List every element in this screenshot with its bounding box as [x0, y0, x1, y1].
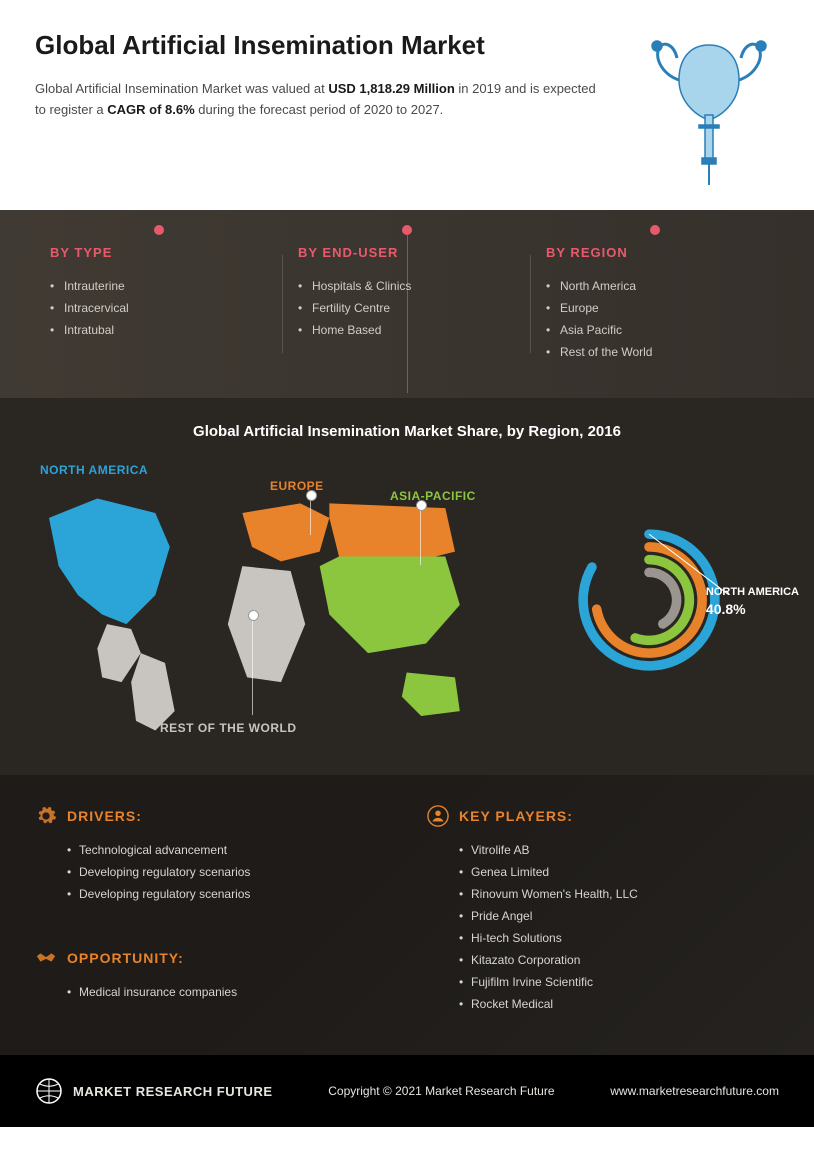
donut-highlight-label: NORTH AMERICA 40.8% — [706, 586, 799, 617]
block-title: KEY PLAYERS: — [427, 805, 779, 827]
list-item: Home Based — [298, 319, 516, 341]
drivers-block: DRIVERS: Technological advancement Devel… — [35, 805, 387, 917]
segment-type: BY TYPE Intrauterine Intracervical Intra… — [35, 245, 283, 363]
list-item: Fertility Centre — [298, 297, 516, 319]
donut-region-name: NORTH AMERICA — [706, 586, 799, 598]
list-item: Developing regulatory scenarios — [67, 861, 387, 883]
list-item: North America — [546, 275, 764, 297]
segment-title: BY REGION — [546, 245, 764, 260]
list-item: Hi-tech Solutions — [459, 927, 779, 949]
label-text: REST OF THE WORLD — [160, 721, 297, 735]
list-item: Technological advancement — [67, 839, 387, 861]
header: Global Artificial Insemination Market Gl… — [0, 0, 814, 210]
region-label-na: NORTH AMERICA — [40, 463, 148, 477]
label-text: ASIA-PACIFIC — [390, 489, 476, 503]
seg-title-text: BY END-USER — [298, 245, 398, 260]
opportunity-block: OPPORTUNITY: Medical insurance companies — [35, 947, 387, 1015]
pointer-line — [420, 505, 421, 565]
segment-title: BY TYPE — [50, 245, 268, 260]
list-item: Intracervical — [50, 297, 268, 319]
region-label-ap: ASIA-PACIFIC — [390, 489, 476, 503]
map-area: NORTH AMERICA EUROPE ASIA-PACIFIC REST O… — [20, 455, 794, 745]
opportunity-list: Medical insurance companies — [35, 981, 387, 1003]
list-item: Medical insurance companies — [67, 981, 387, 1003]
handshake-icon — [35, 947, 57, 969]
brand-text: MARKET RESEARCH FUTURE — [73, 1084, 273, 1099]
footer: MARKET RESEARCH FUTURE Copyright © 2021 … — [0, 1055, 814, 1127]
segments-band: BY TYPE Intrauterine Intracervical Intra… — [0, 210, 814, 398]
region-label-row: REST OF THE WORLD — [160, 721, 297, 735]
list-item: Asia Pacific — [546, 319, 764, 341]
map-title: Global Artificial Insemination Market Sh… — [20, 423, 794, 440]
list-item: Pride Angel — [459, 905, 779, 927]
footer-url: www.marketresearchfuture.com — [610, 1084, 779, 1098]
list-item: Hospitals & Clinics — [298, 275, 516, 297]
footer-brand: MARKET RESEARCH FUTURE — [35, 1077, 273, 1105]
title-text: DRIVERS: — [67, 808, 142, 824]
list-item: Intrauterine — [50, 275, 268, 297]
pointer-line — [252, 615, 253, 715]
list-item: Intratubal — [50, 319, 268, 341]
list-item: Fujifilm Irvine Scientific — [459, 971, 779, 993]
list-item: Kitazato Corporation — [459, 949, 779, 971]
uterus-syringe-icon — [639, 30, 779, 190]
title-text: OPPORTUNITY: — [67, 950, 184, 966]
segment-list: North America Europe Asia Pacific Rest o… — [546, 275, 764, 363]
list-item: Rinovum Women's Health, LLC — [459, 883, 779, 905]
intro-paragraph: Global Artificial Insemination Market wa… — [35, 79, 609, 121]
map-section: Global Artificial Insemination Market Sh… — [0, 398, 814, 775]
header-text: Global Artificial Insemination Market Gl… — [35, 30, 639, 121]
people-icon — [427, 805, 449, 827]
segment-list: Hospitals & Clinics Fertility Centre Hom… — [298, 275, 516, 341]
block-title: DRIVERS: — [35, 805, 387, 827]
block-title: OPPORTUNITY: — [35, 947, 387, 969]
players-list: Vitrolife AB Genea Limited Rinovum Women… — [427, 839, 779, 1015]
pointer-line — [310, 495, 311, 535]
gear-icon — [35, 805, 57, 827]
list-item: Europe — [546, 297, 764, 319]
title-text: KEY PLAYERS: — [459, 808, 573, 824]
donut-pct: 40.8% — [706, 601, 799, 617]
segment-title: BY END-USER — [298, 245, 516, 260]
cagr-bold: CAGR of 8.6% — [107, 102, 194, 117]
segment-enduser: BY END-USER Hospitals & Clinics Fertilit… — [283, 245, 531, 363]
list-item: Rest of the World — [546, 341, 764, 363]
brand-globe-icon — [35, 1077, 63, 1105]
segment-region: BY REGION North America Europe Asia Paci… — [531, 245, 779, 363]
copyright-text: Copyright © 2021 Market Research Future — [328, 1084, 554, 1098]
bottom-grid: DRIVERS: Technological advancement Devel… — [0, 775, 814, 1055]
segment-list: Intrauterine Intracervical Intratubal — [50, 275, 268, 341]
list-item: Genea Limited — [459, 861, 779, 883]
list-item: Vitrolife AB — [459, 839, 779, 861]
page-title: Global Artificial Insemination Market — [35, 30, 609, 61]
list-item: Rocket Medical — [459, 993, 779, 1015]
intro-post: during the forecast period of 2020 to 20… — [195, 102, 444, 117]
valuation-bold: USD 1,818.29 Million — [328, 81, 454, 96]
seg-title-text: BY REGION — [546, 245, 628, 260]
key-players-block: KEY PLAYERS: Vitrolife AB Genea Limited … — [427, 805, 779, 1015]
intro-pre: Global Artificial Insemination Market wa… — [35, 81, 328, 96]
drivers-list: Technological advancement Developing reg… — [35, 839, 387, 905]
label-text: NORTH AMERICA — [40, 463, 148, 477]
seg-title-text: BY TYPE — [50, 245, 112, 260]
list-item: Developing regulatory scenarios — [67, 883, 387, 905]
world-map: NORTH AMERICA EUROPE ASIA-PACIFIC REST O… — [20, 455, 484, 745]
donut-chart: NORTH AMERICA 40.8% — [504, 515, 794, 685]
